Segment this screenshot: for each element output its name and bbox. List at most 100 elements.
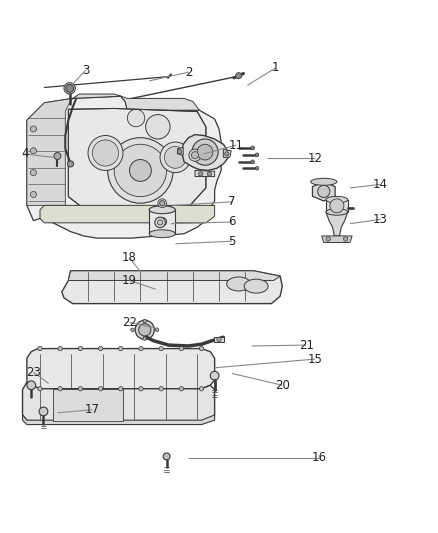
Circle shape [236, 72, 242, 79]
Text: 12: 12 [307, 152, 322, 165]
Text: 3: 3 [82, 63, 89, 77]
Circle shape [191, 152, 198, 159]
Circle shape [326, 237, 330, 241]
Text: 2: 2 [185, 66, 192, 79]
Circle shape [199, 386, 204, 391]
Circle shape [255, 153, 259, 157]
Polygon shape [326, 212, 348, 236]
Circle shape [217, 337, 221, 342]
Polygon shape [149, 210, 175, 234]
Text: 4: 4 [21, 147, 28, 160]
Text: 21: 21 [299, 338, 314, 352]
Circle shape [64, 83, 75, 94]
Text: 7: 7 [228, 196, 236, 208]
Circle shape [139, 346, 143, 351]
Circle shape [88, 135, 123, 171]
Circle shape [139, 324, 151, 336]
Text: 14: 14 [373, 178, 388, 191]
Polygon shape [27, 99, 73, 205]
Circle shape [177, 149, 182, 154]
Circle shape [179, 386, 184, 391]
Circle shape [210, 372, 219, 380]
Circle shape [318, 185, 330, 198]
Circle shape [131, 328, 134, 332]
Text: 23: 23 [26, 366, 41, 378]
Circle shape [66, 84, 74, 92]
Ellipse shape [226, 277, 251, 291]
Circle shape [199, 346, 204, 351]
Text: 5: 5 [228, 235, 236, 248]
Circle shape [179, 346, 184, 351]
Circle shape [163, 453, 170, 460]
Polygon shape [62, 271, 283, 304]
Circle shape [127, 109, 145, 127]
Polygon shape [177, 148, 183, 155]
Circle shape [164, 147, 186, 168]
Text: 15: 15 [307, 352, 322, 366]
Circle shape [119, 346, 123, 351]
Text: 19: 19 [122, 274, 137, 287]
Circle shape [159, 386, 163, 391]
Circle shape [78, 346, 82, 351]
Circle shape [157, 220, 162, 225]
Ellipse shape [326, 208, 348, 215]
Polygon shape [22, 415, 215, 425]
Polygon shape [223, 149, 231, 157]
Text: 18: 18 [122, 251, 137, 264]
Circle shape [251, 160, 254, 164]
Circle shape [143, 319, 147, 323]
Circle shape [38, 386, 42, 391]
Polygon shape [68, 108, 206, 212]
Polygon shape [326, 200, 348, 212]
Polygon shape [53, 389, 123, 422]
Circle shape [119, 386, 123, 391]
Circle shape [146, 115, 170, 139]
Polygon shape [27, 96, 221, 238]
Circle shape [27, 381, 35, 390]
Circle shape [207, 172, 212, 176]
Circle shape [159, 200, 165, 206]
Text: 20: 20 [275, 379, 290, 392]
Polygon shape [40, 205, 215, 223]
Circle shape [158, 199, 166, 207]
Ellipse shape [149, 206, 175, 214]
Circle shape [114, 144, 166, 197]
Circle shape [189, 149, 201, 161]
Circle shape [30, 148, 36, 154]
Circle shape [67, 161, 74, 167]
Circle shape [255, 166, 259, 170]
Circle shape [251, 146, 254, 149]
Polygon shape [182, 135, 228, 171]
Circle shape [192, 139, 218, 165]
Circle shape [99, 346, 103, 351]
Circle shape [198, 172, 203, 176]
Text: 22: 22 [122, 316, 137, 329]
Text: 11: 11 [229, 139, 244, 151]
Circle shape [58, 386, 62, 391]
Circle shape [99, 386, 103, 391]
Circle shape [54, 152, 61, 159]
Circle shape [130, 159, 151, 181]
Circle shape [30, 126, 36, 132]
Polygon shape [22, 382, 215, 424]
Polygon shape [312, 182, 335, 201]
Circle shape [108, 138, 173, 203]
Text: 6: 6 [228, 215, 236, 229]
Circle shape [160, 142, 191, 173]
Polygon shape [27, 349, 215, 389]
Circle shape [30, 169, 36, 176]
Circle shape [78, 386, 82, 391]
Ellipse shape [149, 230, 175, 238]
Polygon shape [195, 171, 215, 176]
Circle shape [159, 346, 163, 351]
Text: 16: 16 [312, 451, 327, 464]
Polygon shape [321, 236, 352, 243]
Circle shape [139, 386, 143, 391]
Polygon shape [68, 271, 280, 280]
Text: 17: 17 [85, 403, 100, 416]
Circle shape [143, 337, 147, 340]
Circle shape [30, 191, 36, 198]
Ellipse shape [326, 197, 348, 203]
Circle shape [135, 320, 154, 340]
Ellipse shape [311, 179, 337, 185]
